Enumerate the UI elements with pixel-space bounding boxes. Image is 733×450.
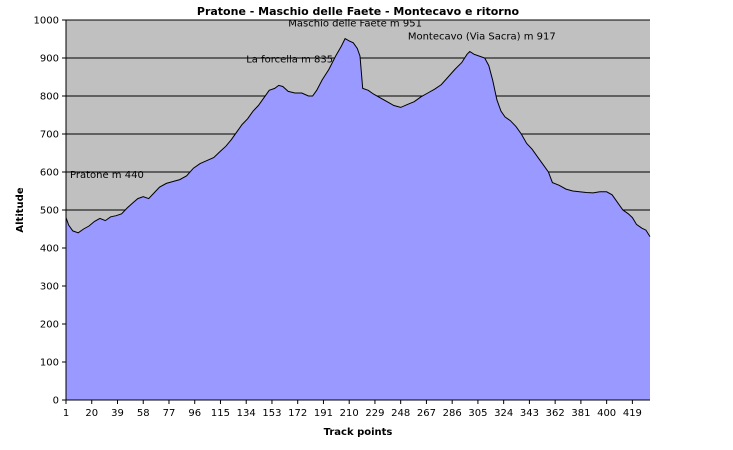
- x-axis-title: Track points: [324, 427, 393, 438]
- x-tick-label: 305: [468, 408, 487, 419]
- chart-title: Pratone - Maschio delle Faete - Montecav…: [197, 5, 520, 18]
- x-tick-label: 381: [571, 408, 590, 419]
- altitude-area: [66, 38, 650, 400]
- y-tick-label: 200: [40, 320, 59, 331]
- x-tick-label: 248: [391, 408, 410, 419]
- x-tick-label: 153: [262, 408, 281, 419]
- x-tick-label: 39: [111, 408, 124, 419]
- x-tick-label: 419: [623, 408, 642, 419]
- x-tick-label: 191: [314, 408, 333, 419]
- y-axis-ticks: 0 100 200 300 400 500 600 700 800 900 1000: [34, 16, 66, 407]
- annotation-label: Pratone m 440: [70, 170, 144, 181]
- y-tick-label: 1000: [34, 16, 59, 27]
- x-tick-label: 229: [365, 408, 384, 419]
- y-tick-label: 0: [53, 396, 59, 407]
- x-tick-label: 96: [188, 408, 201, 419]
- y-axis-title: Altitude: [15, 187, 26, 232]
- x-tick-label: 1: [63, 408, 69, 419]
- x-tick-label: 77: [163, 408, 176, 419]
- y-tick-label: 600: [40, 168, 59, 179]
- y-tick-label: 900: [40, 54, 59, 65]
- x-tick-label: 400: [597, 408, 616, 419]
- x-tick-label: 134: [237, 408, 256, 419]
- x-tick-label: 20: [85, 408, 98, 419]
- x-tick-label: 210: [340, 408, 359, 419]
- y-tick-label: 500: [40, 206, 59, 217]
- annotations: Pratone m 440 La forcella m 835 Maschio de…: [70, 19, 556, 181]
- x-tick-label: 172: [288, 408, 307, 419]
- annotation-label: Maschio delle Faete m 951: [288, 19, 422, 30]
- x-tick-label: 115: [211, 408, 230, 419]
- y-tick-label: 100: [40, 358, 59, 369]
- annotation-label: Montecavo (Via Sacra) m 917: [408, 32, 556, 43]
- x-tick-label: 362: [546, 408, 565, 419]
- annotation-label: La forcella m 835: [246, 55, 333, 66]
- y-tick-label: 800: [40, 92, 59, 103]
- y-tick-label: 700: [40, 130, 59, 141]
- x-tick-label: 324: [494, 408, 513, 419]
- y-tick-label: 400: [40, 244, 59, 255]
- altitude-line: [65, 37, 651, 237]
- y-tick-label: 300: [40, 282, 59, 293]
- x-axis-ticks: 1 20 39 58 77 96 115 134 153 172 191 210 229 248 267 28…: [63, 400, 642, 419]
- x-tick-label: 286: [443, 408, 462, 419]
- x-tick-label: 343: [520, 408, 539, 419]
- x-tick-label: 58: [137, 408, 150, 419]
- x-tick-label: 267: [417, 408, 436, 419]
